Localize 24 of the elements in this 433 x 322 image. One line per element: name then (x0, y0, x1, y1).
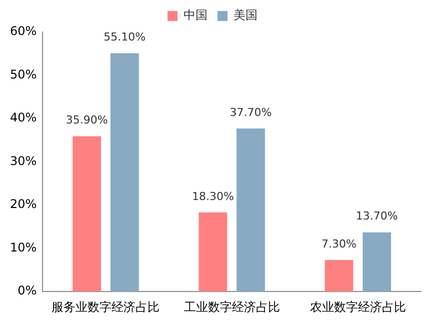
x-tick-label: 农业数字经济占比 (310, 300, 406, 314)
bar (198, 212, 228, 292)
y-tick-label: 20% (10, 197, 37, 212)
y-tick-label: 0% (18, 284, 37, 298)
bar (236, 128, 265, 292)
data-label: 7.30% (322, 237, 357, 250)
y-tick-label: 30% (10, 154, 37, 168)
y-tick-label: 40% (10, 110, 37, 125)
legend-label: 美国 (234, 8, 258, 22)
bar (72, 136, 101, 292)
data-label: 55.10% (104, 30, 146, 44)
data-label: 18.30% (192, 190, 234, 203)
y-tick-label: 10% (10, 240, 37, 254)
legend-label: 中国 (184, 8, 208, 22)
bar (362, 232, 392, 292)
x-tick-label: 服务业数字经济占比 (52, 300, 160, 314)
data-label: 13.70% (356, 210, 398, 223)
y-tick-label: 60% (10, 24, 37, 38)
data-label: 35.90% (66, 114, 108, 127)
bar (110, 53, 139, 292)
data-label: 37.70% (230, 106, 272, 119)
bar (324, 260, 354, 292)
x-tick-label: 工业数字经济占比 (184, 300, 280, 314)
y-tick-label: 50% (10, 67, 37, 82)
